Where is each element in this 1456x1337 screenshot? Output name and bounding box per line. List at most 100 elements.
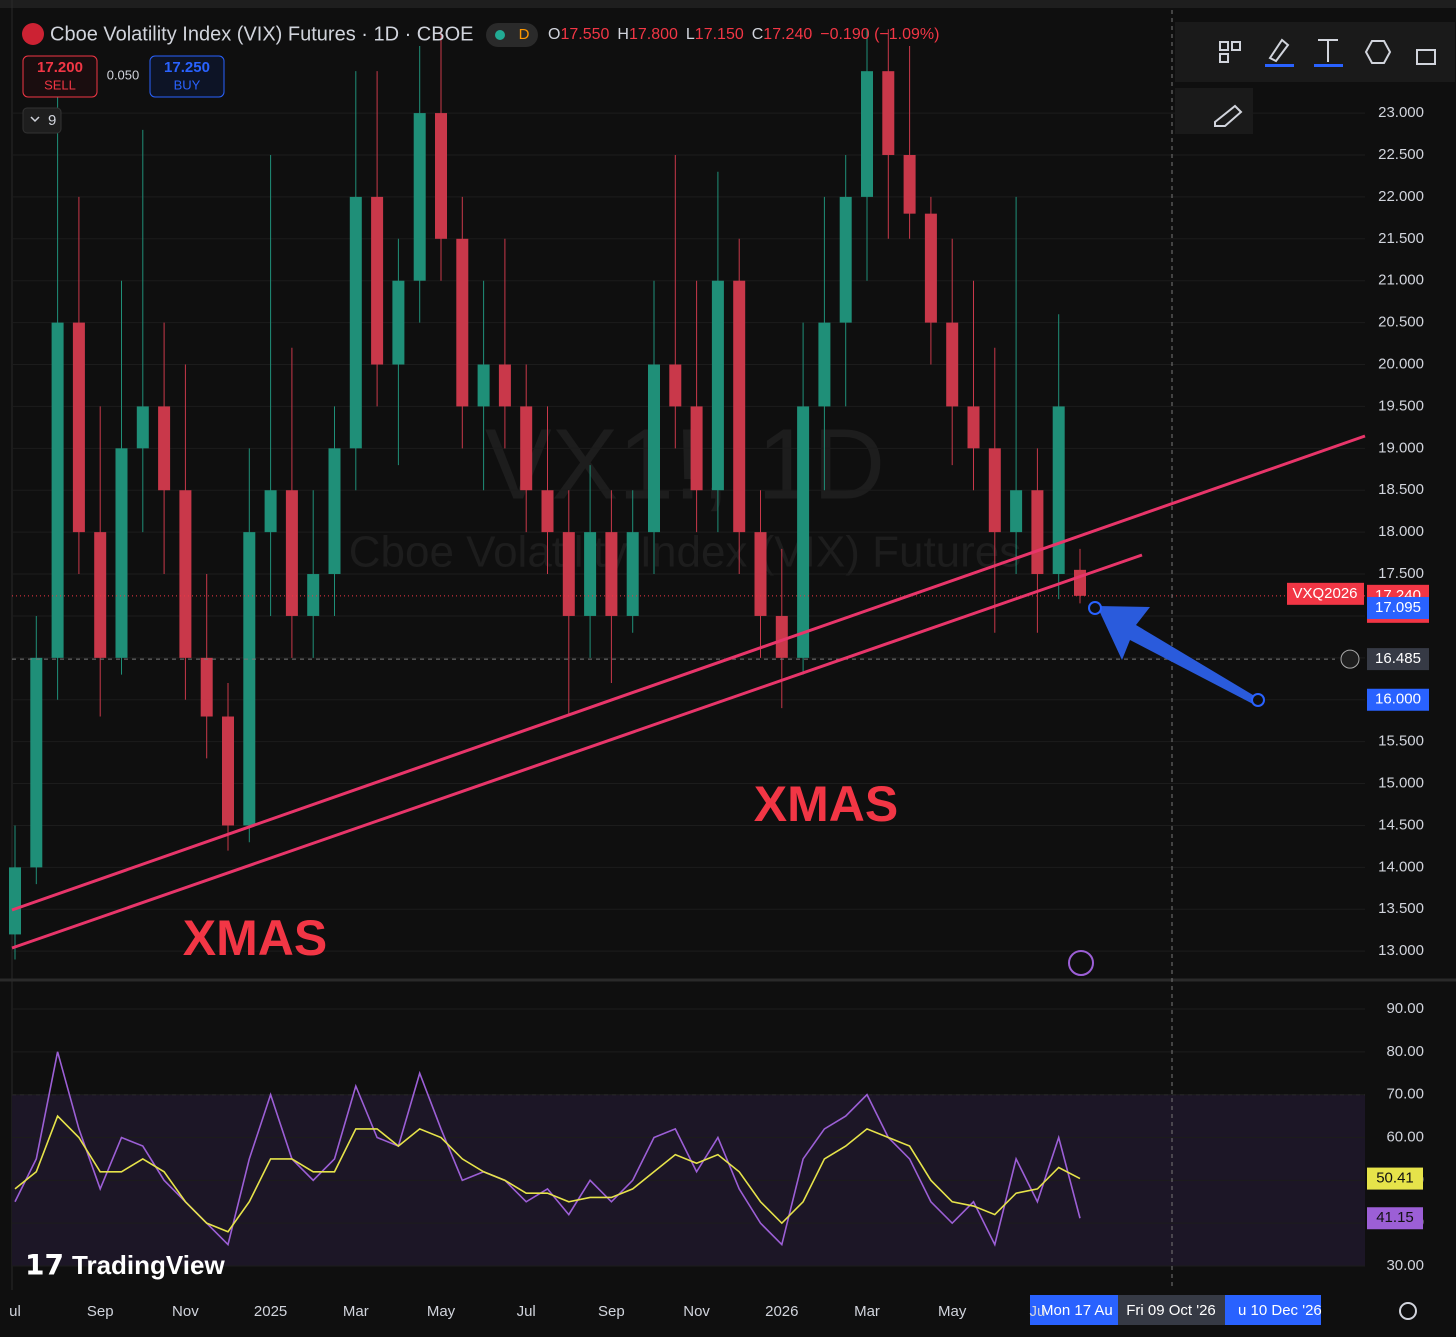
candle-body (818, 322, 831, 407)
tool-icon[interactable] (1219, 41, 1229, 51)
date-label-box (1030, 1295, 1118, 1325)
x-tick-label: Mar (854, 1303, 880, 1320)
candle-body (520, 406, 533, 491)
candle-body (72, 322, 85, 533)
candle-body (541, 490, 554, 533)
trendline (11, 434, 1366, 912)
spread: 0.050 (107, 67, 140, 82)
price-label: 17.095 (1375, 599, 1421, 616)
candle-body (9, 867, 21, 935)
candle-body (307, 574, 320, 616)
tool-active (1265, 64, 1294, 67)
candle-body (775, 615, 788, 658)
indicators-toggle[interactable] (22, 107, 62, 134)
date-label: Mon 17 Au (1041, 1302, 1113, 1319)
y-tick-label: 20.000 (1378, 355, 1424, 372)
drawing-toolbar (1175, 22, 1455, 82)
candle-body (605, 532, 618, 616)
tool-icon[interactable] (1364, 40, 1392, 64)
candle-body (733, 280, 746, 533)
candle-body (371, 196, 384, 365)
candle-body (861, 71, 873, 197)
y-tick-label: 21.500 (1378, 230, 1424, 247)
ohlc: O17.550 H17.800 L17.150 C17.240 −0.190 (−1.0… (548, 26, 939, 43)
rsi-line (14, 1114, 1081, 1233)
candle-body (946, 322, 959, 407)
candle-body (498, 364, 511, 407)
value-label: 50.41 (1376, 1170, 1414, 1187)
tool-icon[interactable] (1416, 49, 1436, 65)
tool-icon[interactable] (1318, 39, 1338, 62)
candle-body (179, 490, 192, 658)
candle-body (392, 280, 405, 365)
y-tick-label: 20.500 (1378, 314, 1424, 331)
tool-active (1314, 64, 1343, 67)
price-label-box (1367, 596, 1429, 619)
price-label-box (1367, 688, 1429, 711)
y-tick-label: 23.000 (1378, 104, 1424, 121)
buy-button[interactable] (149, 55, 225, 98)
candle-body (115, 448, 128, 658)
settings-icon[interactable] (1399, 1302, 1417, 1320)
tool-icon[interactable] (1268, 38, 1290, 63)
y-tick-label: 14.000 (1378, 858, 1424, 875)
tool-icon[interactable] (1219, 53, 1229, 63)
ohlc-key: O (548, 26, 560, 43)
ohlc-value: 17.550 (560, 26, 609, 43)
candle-body (435, 113, 447, 239)
candle-body (797, 406, 810, 658)
candle-body (1052, 406, 1065, 575)
candle-body (1031, 490, 1044, 575)
candle-body (839, 196, 852, 323)
badge: D (519, 26, 530, 43)
indicators-count[interactable]: 9 (48, 112, 56, 129)
logo: TradingView (72, 1250, 225, 1280)
date-label-box (1225, 1295, 1321, 1325)
candle-body (648, 364, 660, 533)
symbol-tag: VXQ2026 (1292, 585, 1357, 602)
candle-body (711, 280, 724, 491)
y-tick-label: 21.000 (1378, 272, 1424, 289)
sell-button[interactable] (22, 55, 98, 98)
y-tick-label: 19.000 (1378, 439, 1424, 456)
y-tick-label: 80.00 (1386, 1043, 1424, 1060)
x-tick-label: Ju (1029, 1303, 1045, 1320)
ohlc-key: C (752, 26, 764, 43)
ohlc-value: 17.150 (695, 26, 744, 43)
annotation: XMAS (754, 776, 898, 832)
tool-icon[interactable] (1231, 41, 1241, 51)
x-tick-label: Jul (517, 1303, 536, 1320)
market-dot (495, 30, 505, 40)
ohlc-value: 17.800 (629, 26, 678, 43)
buy-price[interactable]: 17.250 (164, 59, 210, 76)
buy-label[interactable]: BUY (174, 77, 201, 92)
ohlc-key: L (686, 26, 695, 43)
date-label: u 10 Dec '26 (1238, 1302, 1322, 1319)
date-label-box (1118, 1295, 1225, 1325)
candle-body (328, 448, 341, 575)
value-label: 41.15 (1376, 1209, 1414, 1226)
change: −0.190 (−1.09%) (820, 26, 939, 43)
alert-icon[interactable] (1068, 950, 1094, 976)
tool-icon[interactable] (1214, 104, 1243, 127)
y-tick-label: 60.00 (1386, 1128, 1424, 1145)
candle-body (477, 364, 490, 407)
ohlc-value: 17.240 (763, 26, 812, 43)
x-tick-label: May (427, 1303, 456, 1320)
candle-body (285, 490, 298, 616)
candle-body (51, 322, 64, 658)
arrow-handle (1251, 693, 1265, 707)
ohlc-key: H (617, 26, 629, 43)
sell-label[interactable]: SELL (44, 77, 76, 92)
candle-body (456, 238, 469, 407)
candle-body (562, 532, 575, 616)
candle-body (243, 532, 256, 826)
x-tick-label: 2026 (765, 1303, 798, 1320)
x-tick-label: Sep (598, 1303, 625, 1320)
candle-body (30, 657, 43, 868)
value-label-box (1367, 1167, 1423, 1190)
y-tick-label: 17.500 (1378, 565, 1424, 582)
sell-price[interactable]: 17.200 (37, 59, 83, 76)
